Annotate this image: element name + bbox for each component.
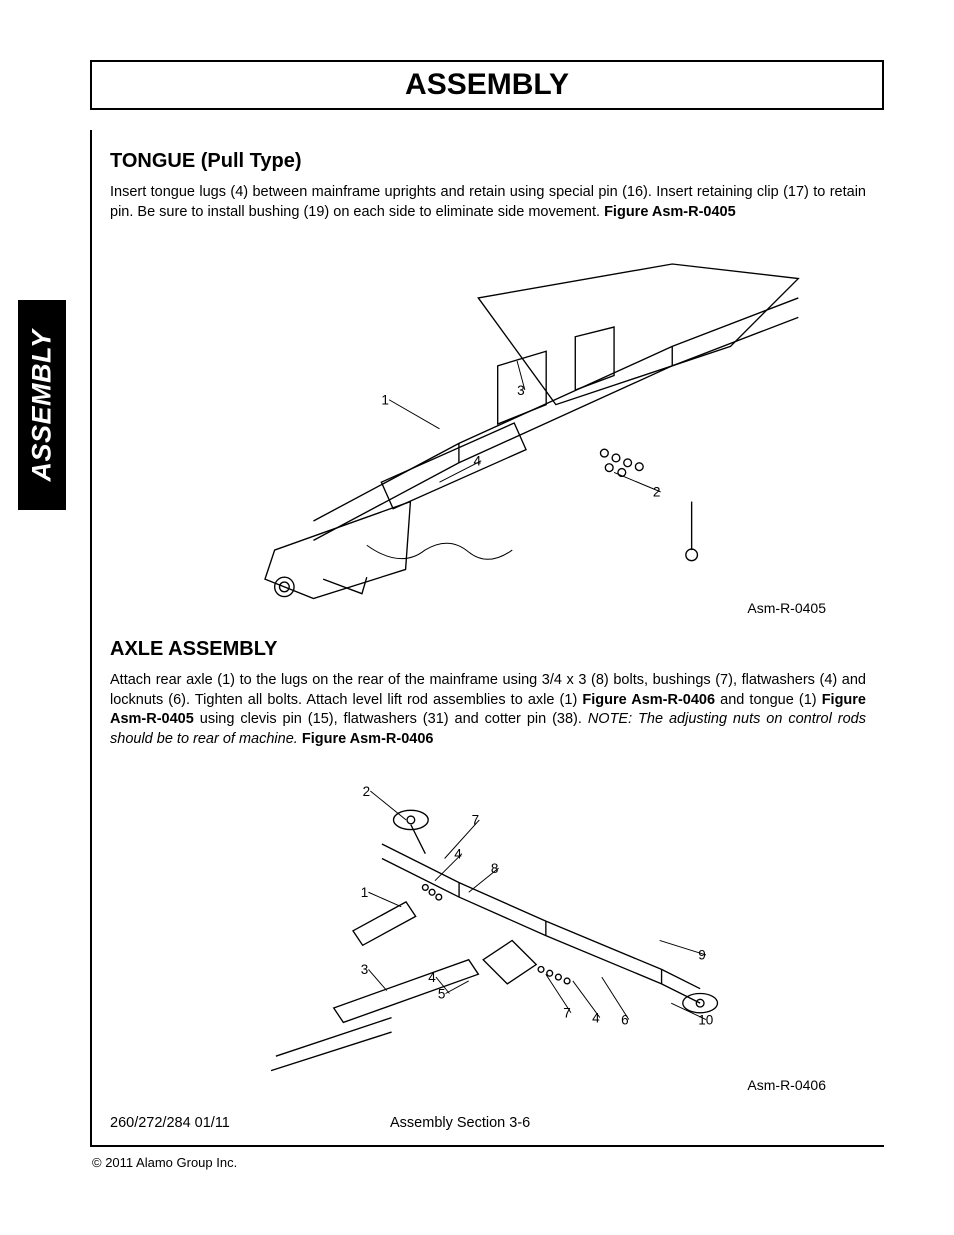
figure-1-svg: 1 3 4 2 [168,234,808,614]
svg-text:4: 4 [473,454,481,469]
section1-para: Insert tongue lugs (4) between mainframe… [110,183,866,222]
figure-1-label: Asm-R-0405 [747,600,826,616]
side-tab-label: ASSEMBLY [27,329,58,481]
svg-text:10: 10 [698,1013,713,1028]
svg-text:7: 7 [563,1006,571,1021]
figure-2-svg: 27481345746910 [218,761,758,1091]
svg-text:3: 3 [361,963,369,978]
copyright: © 2011 Alamo Group Inc. [92,1155,914,1170]
footer-row: 260/272/284 01/11 Assembly Section 3-6 [110,1115,866,1131]
figure-2: 27481345746910 Asm-R-0406 [110,761,866,1101]
section1-text: Insert tongue lugs (4) between mainframe… [110,184,866,220]
s2-t2: and tongue (1) [715,692,822,708]
svg-text:4: 4 [454,847,462,862]
svg-text:2: 2 [363,784,371,799]
s2-t3: using clevis pin (15), flatwashers (31) … [194,711,588,727]
svg-text:1: 1 [361,885,369,900]
section2-para: Attach rear axle (1) to the lugs on the … [110,671,866,749]
side-tab: ASSEMBLY [18,300,66,510]
svg-text:2: 2 [653,485,661,500]
page-title-box: ASSEMBLY [90,60,884,110]
svg-text:5: 5 [438,987,446,1002]
svg-text:4: 4 [592,1011,600,1026]
figure-1: 1 3 4 2 Asm-R-0405 [110,234,866,624]
svg-text:6: 6 [621,1013,629,1028]
svg-text:1: 1 [381,393,389,408]
content-box: TONGUE (Pull Type) Insert tongue lugs (4… [90,130,884,1147]
footer-left: 260/272/284 01/11 [110,1115,390,1131]
s2-fr3: Figure Asm-R-0406 [302,731,434,747]
page-title: ASSEMBLY [405,68,569,101]
figure-2-label: Asm-R-0406 [747,1077,826,1093]
svg-text:9: 9 [698,948,706,963]
section1-heading: TONGUE (Pull Type) [110,150,866,173]
svg-text:7: 7 [472,813,480,828]
s2-fr1: Figure Asm-R-0406 [582,692,715,708]
svg-text:3: 3 [517,383,525,398]
section1-figref: Figure Asm-R-0405 [604,204,736,220]
footer-center: Assembly Section 3-6 [390,1115,866,1131]
svg-text:4: 4 [428,970,436,985]
svg-text:8: 8 [491,861,499,876]
section2-heading: AXLE ASSEMBLY [110,638,866,661]
